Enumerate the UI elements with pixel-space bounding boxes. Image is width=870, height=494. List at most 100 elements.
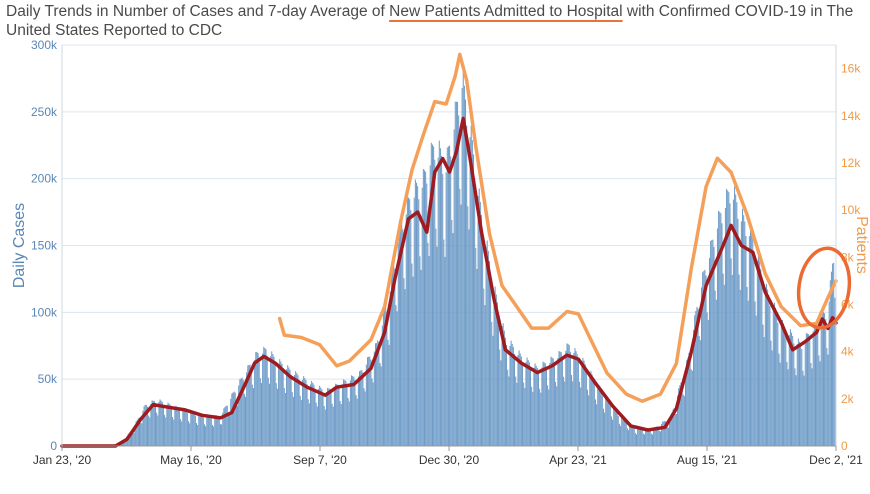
case-bar <box>303 376 305 446</box>
case-bar <box>174 407 176 446</box>
case-bar <box>288 367 290 446</box>
case-bar <box>226 405 228 446</box>
case-bar <box>576 354 578 446</box>
case-bar <box>415 182 418 446</box>
case-bar <box>144 404 146 446</box>
case-bar <box>813 321 815 446</box>
case-bar <box>349 380 351 446</box>
case-bar <box>397 242 399 446</box>
case-bar <box>219 424 221 446</box>
case-bar <box>829 280 831 446</box>
case-bar <box>610 416 612 446</box>
case-bar <box>801 349 803 446</box>
case-bar <box>160 400 162 446</box>
case-bar <box>351 375 353 446</box>
case-bar <box>799 341 801 446</box>
case-bar <box>609 405 611 446</box>
case-bar <box>588 395 590 446</box>
case-bar <box>501 326 503 446</box>
case-bar <box>329 388 331 446</box>
case-bar <box>197 424 199 446</box>
case-bar <box>214 417 216 446</box>
case-bar <box>235 403 237 446</box>
case-bar <box>319 385 321 446</box>
case-bar <box>621 417 623 446</box>
case-bar <box>360 370 362 446</box>
x-tick-label: Dec 2, '21 <box>809 453 863 467</box>
case-bar <box>810 362 812 446</box>
case-bar <box>374 343 376 446</box>
case-bar <box>343 379 345 446</box>
case-bar <box>669 418 671 446</box>
x-tick-label: Apr 23, '21 <box>549 453 607 467</box>
case-bar <box>135 421 137 446</box>
case-bar <box>263 346 265 446</box>
x-tick-label: Sep 7, '20 <box>293 453 347 467</box>
case-bar <box>239 379 241 446</box>
case-bar <box>494 286 496 446</box>
case-bar <box>785 334 787 446</box>
case-bar <box>540 392 542 446</box>
case-bar <box>142 410 144 446</box>
case-bar <box>210 418 212 446</box>
case-bar <box>186 413 188 446</box>
case-bar <box>444 256 446 446</box>
case-bar <box>819 361 821 446</box>
case-bar <box>828 301 830 446</box>
case-bar <box>184 409 186 446</box>
case-bar <box>378 341 380 446</box>
case-bar <box>382 312 384 446</box>
y2-tick-label: 14k <box>841 109 861 123</box>
case-bar <box>287 365 289 446</box>
case-bar <box>593 383 595 446</box>
case-bar <box>552 358 554 446</box>
y2-tick-label: 2k <box>841 392 855 406</box>
case-bar <box>392 269 394 446</box>
case-bar <box>797 338 799 446</box>
case-bar <box>388 344 390 446</box>
case-bar <box>455 101 457 446</box>
case-bar <box>580 387 582 446</box>
case-bar <box>618 423 620 446</box>
case-bar <box>230 398 232 446</box>
case-bar <box>547 385 549 446</box>
y-tick-label: 150k <box>31 239 58 253</box>
case-bar <box>773 302 775 446</box>
case-bar <box>421 187 423 447</box>
case-bar <box>398 221 400 446</box>
case-bar <box>136 419 138 446</box>
case-bar <box>221 424 223 446</box>
case-bar <box>345 380 347 446</box>
case-bar <box>575 351 577 446</box>
case-bar <box>291 392 293 446</box>
case-bar <box>406 195 408 446</box>
case-bar <box>526 357 528 446</box>
case-bar <box>724 207 726 446</box>
case-bar <box>363 388 365 446</box>
case-bar <box>541 367 543 446</box>
case-bar <box>640 428 642 446</box>
case-bar <box>663 421 665 446</box>
case-bar <box>305 379 307 446</box>
case-bar <box>542 361 544 446</box>
case-bar <box>715 299 717 446</box>
case-bar <box>604 412 606 446</box>
case-bar <box>529 367 532 446</box>
case-bar <box>237 405 239 446</box>
case-bar <box>468 229 470 446</box>
case-bar <box>753 252 755 446</box>
case-bar <box>296 373 298 446</box>
case-bar <box>357 376 359 446</box>
case-bar <box>428 255 430 446</box>
case-bar <box>688 352 690 446</box>
case-bar <box>320 387 322 446</box>
case-bar <box>711 240 713 446</box>
case-bar <box>418 199 420 446</box>
case-bar <box>172 417 174 446</box>
case-bar <box>371 378 373 446</box>
case-bar <box>662 421 664 446</box>
case-bar <box>208 416 210 446</box>
case-bar <box>683 395 685 446</box>
case-bar <box>231 393 233 446</box>
case-bar <box>630 423 632 446</box>
